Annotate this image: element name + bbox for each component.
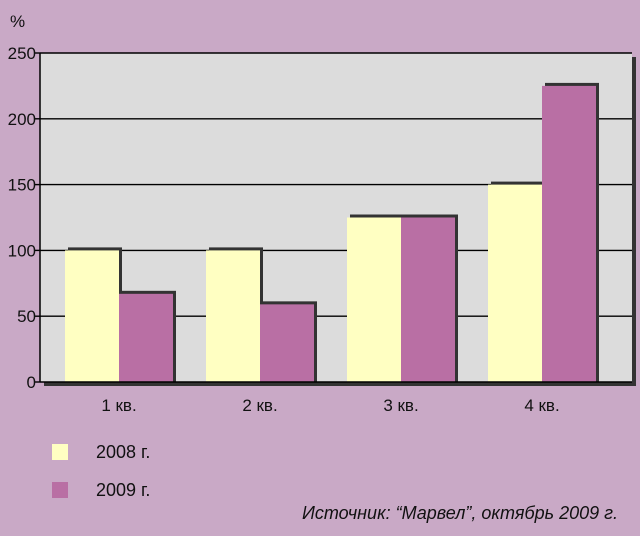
y-tick-label: 150 — [8, 176, 36, 195]
bar — [65, 250, 119, 382]
source-note: Источник: “Марвел”, октябрь 2009 г. — [301, 503, 618, 523]
legend-swatch-2008 — [52, 444, 68, 460]
legend-swatch-2009 — [52, 482, 68, 498]
y-tick-label: 250 — [8, 44, 36, 63]
y-tick-label: 200 — [8, 110, 36, 129]
bar — [347, 217, 401, 382]
x-category-label: 4 кв. — [524, 396, 559, 415]
y-tick-label: 50 — [17, 307, 36, 326]
y-tick-label: 100 — [8, 241, 36, 260]
legend-label-2008: 2008 г. — [96, 441, 151, 462]
legend-item-2009: 2009 г. — [52, 480, 150, 500]
bar — [542, 85, 596, 383]
legend-item-2008: 2008 г. — [52, 442, 150, 462]
legend-label-2009: 2009 г. — [96, 479, 151, 500]
bar — [488, 184, 542, 382]
x-category-label: 2 кв. — [242, 396, 277, 415]
bar — [206, 250, 260, 382]
y-tick-label: 0 — [27, 373, 36, 392]
bar — [119, 293, 173, 382]
bar — [401, 217, 455, 382]
x-category-label: 3 кв. — [383, 396, 418, 415]
bar-chart: 0 50 100 150 200 250 1 кв. 2 кв. 3 кв. 4 кв. % — [8, 12, 636, 415]
y-axis-label: % — [10, 12, 25, 31]
bar — [260, 304, 314, 382]
x-category-label: 1 кв. — [101, 396, 136, 415]
